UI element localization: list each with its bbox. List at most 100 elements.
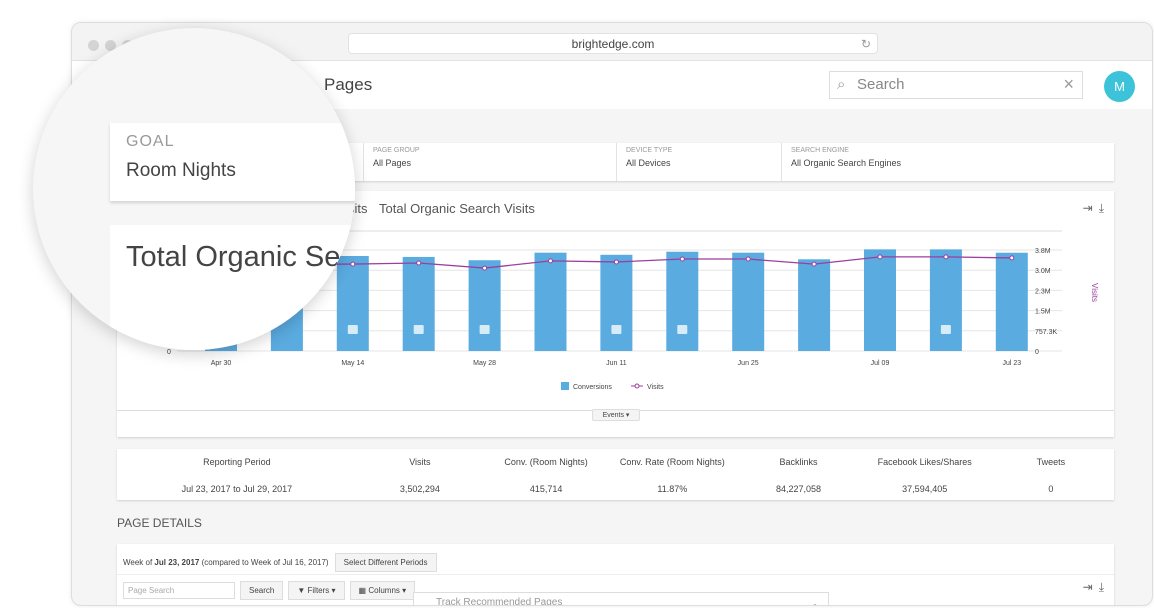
stats-header: Conv. (Room Nights) bbox=[504, 457, 588, 467]
search-button[interactable]: Search bbox=[240, 581, 284, 600]
stats-value: 37,594,405 bbox=[902, 484, 948, 494]
stats-column: Backlinks 84,227,058 bbox=[735, 449, 861, 500]
export-icon[interactable]: ⇥ bbox=[1082, 201, 1093, 215]
stats-value: 415,714 bbox=[529, 484, 563, 494]
filter-icon: ▼ bbox=[297, 586, 306, 595]
right-axis-label: Visits bbox=[1090, 283, 1099, 302]
bar-conversions bbox=[732, 252, 765, 351]
event-marker-icon bbox=[940, 325, 951, 334]
reload-icon[interactable]: ↻ bbox=[860, 37, 871, 51]
columns-button[interactable]: ▦ Columns ▾ bbox=[349, 581, 416, 600]
stats-column: Facebook Likes/Shares 37,594,405 bbox=[862, 449, 988, 500]
legend-swatch-conversions bbox=[561, 382, 569, 390]
bar-conversions bbox=[468, 260, 501, 351]
right-tick-label: 0 bbox=[1035, 349, 1039, 356]
divider bbox=[117, 574, 1114, 575]
point-visits bbox=[1009, 255, 1015, 261]
x-tick-label: Jul 09 bbox=[871, 360, 890, 367]
x-tick-label: Jun 25 bbox=[738, 360, 759, 367]
stats-value: 11.87% bbox=[657, 484, 688, 494]
stats-header: Reporting Period bbox=[203, 457, 271, 467]
bar-conversions bbox=[864, 249, 896, 351]
bar-conversions bbox=[534, 252, 567, 351]
legend-label: Visits bbox=[647, 384, 664, 391]
filter-value: All Organic Search Engines bbox=[791, 158, 902, 168]
download-icon[interactable]: ⤓ bbox=[1098, 201, 1104, 215]
event-marker-icon bbox=[677, 325, 688, 334]
events-dropdown[interactable]: Events ▾ bbox=[592, 409, 640, 421]
right-tick-label: 2.3M bbox=[1035, 288, 1051, 295]
lens-goal[interactable]: Goal Room Nights bbox=[110, 123, 355, 201]
right-tick-label: 1.5M bbox=[1035, 309, 1051, 316]
x-tick-label: Jul 23 bbox=[1002, 360, 1021, 367]
stats-value: 0 bbox=[1048, 484, 1054, 494]
stats-column: Visits 3,502,294 bbox=[357, 449, 483, 500]
stats-header: Conv. Rate (Room Nights) bbox=[619, 457, 725, 467]
filters-button[interactable]: ▼ Filters ▾ bbox=[288, 581, 345, 600]
stats-column: Reporting Period Jul 23, 2017 to Jul 29, … bbox=[117, 449, 357, 500]
right-tick-label: 3.0M bbox=[1035, 268, 1051, 275]
goal-label: Goal bbox=[126, 133, 175, 150]
filter-page-group[interactable]: Page Group All Pages bbox=[364, 143, 617, 181]
right-tick-label: 3.8M bbox=[1035, 248, 1051, 255]
stats-table: Reporting Period Jul 23, 2017 to Jul 29, … bbox=[117, 449, 1114, 500]
x-tick-label: May 14 bbox=[341, 360, 364, 367]
stats-header: Visits bbox=[409, 457, 431, 467]
point-visits bbox=[416, 260, 422, 266]
page-title: Pages bbox=[324, 75, 373, 94]
filter-label: Page Group bbox=[373, 147, 420, 154]
point-visits bbox=[679, 256, 685, 262]
clear-icon[interactable]: × bbox=[1063, 74, 1074, 94]
section-heading: PAGE DETAILS bbox=[117, 516, 202, 530]
bar-conversions bbox=[798, 259, 831, 351]
stats-header: Facebook Likes/Shares bbox=[877, 457, 972, 467]
address-bar[interactable]: brightedge.com ↻ bbox=[348, 33, 878, 54]
stats-value: 3,502,294 bbox=[399, 484, 440, 494]
export-icon[interactable]: ⇥ bbox=[1082, 580, 1093, 594]
point-visits bbox=[745, 256, 751, 262]
search-input[interactable]: ⌕ Search × bbox=[829, 71, 1083, 99]
point-visits bbox=[943, 254, 949, 260]
stats-value: Jul 23, 2017 to Jul 29, 2017 bbox=[181, 484, 293, 494]
point-visits bbox=[877, 254, 883, 260]
filter-label: Device Type bbox=[626, 147, 673, 154]
point-visits bbox=[482, 265, 488, 271]
event-marker-icon bbox=[479, 325, 490, 334]
right-tick-label: 757.3K bbox=[1035, 329, 1058, 336]
filter-label: Search Engine bbox=[791, 147, 849, 154]
page-search-input[interactable]: Page Search bbox=[123, 582, 235, 599]
columns-icon: ▦ bbox=[358, 586, 367, 595]
event-marker-icon bbox=[413, 325, 424, 334]
chart-svg: 0 757.3K 1.5M 2.3M 3.0M 3.8M 0 Visits Apr 30 May … bbox=[167, 230, 1099, 391]
stats-header: Backlinks bbox=[779, 457, 818, 467]
url-text: brightedge.com bbox=[571, 37, 655, 51]
filter-goal[interactable] bbox=[113, 143, 364, 181]
point-visits bbox=[811, 261, 817, 267]
magnifier-lens: Goal Room Nights Total Organic Sea bbox=[33, 28, 355, 350]
bar-conversions bbox=[995, 252, 1028, 351]
track-recommended-pages[interactable]: Track Recommended Pages ︿ bbox=[413, 592, 829, 606]
lens-title: Total Organic Sea bbox=[126, 241, 355, 273]
filter-value: All Devices bbox=[626, 158, 671, 168]
select-periods-button[interactable]: Select Different Periods bbox=[334, 553, 437, 572]
filter-search-engine[interactable]: Search Engine All Organic Search Engines bbox=[782, 143, 1114, 181]
stats-column: Conv. (Room Nights) 415,714 bbox=[483, 449, 609, 500]
x-tick-label: Jun 11 bbox=[606, 360, 627, 367]
stats-column: Conv. Rate (Room Nights) 11.87% bbox=[609, 449, 735, 500]
download-icon[interactable]: ⤓ bbox=[1098, 580, 1104, 594]
week-label: Week of Jul 23, 2017 (compared to Week o… bbox=[123, 558, 329, 567]
bar-conversions bbox=[666, 251, 699, 351]
chevron-up-icon: ︿ bbox=[810, 599, 820, 606]
bar-conversions bbox=[600, 254, 633, 351]
page-details-card: Week of Jul 23, 2017 (compared to Week o… bbox=[117, 544, 1114, 606]
search-icon: ⌕ bbox=[837, 76, 846, 93]
event-marker-icon bbox=[611, 325, 622, 334]
legend-label: Conversions bbox=[573, 384, 612, 391]
point-visits bbox=[613, 259, 619, 265]
search-placeholder: Search bbox=[857, 76, 905, 93]
filter-device-type[interactable]: Device Type All Devices bbox=[617, 143, 782, 181]
stats-column: Tweets 0 bbox=[988, 449, 1114, 500]
avatar[interactable]: M bbox=[1104, 71, 1135, 102]
bar-conversions bbox=[929, 249, 962, 351]
x-tick-label: May 28 bbox=[473, 360, 496, 367]
